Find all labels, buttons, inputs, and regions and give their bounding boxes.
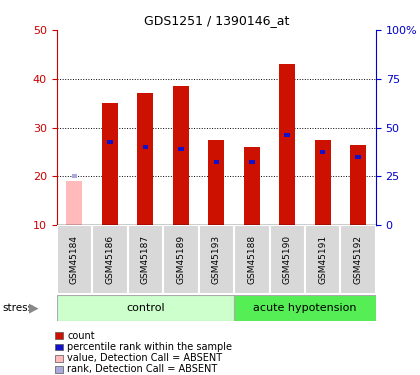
Text: percentile rank within the sample: percentile rank within the sample: [67, 342, 232, 352]
Text: GSM45190: GSM45190: [283, 235, 292, 284]
Bar: [315, 140, 331, 225]
FancyBboxPatch shape: [92, 225, 128, 294]
Text: GSM45189: GSM45189: [176, 235, 185, 284]
Bar: [66, 181, 82, 225]
FancyBboxPatch shape: [270, 225, 305, 294]
Bar: [208, 140, 224, 225]
Bar: [350, 145, 366, 225]
Text: GSM45192: GSM45192: [354, 235, 362, 284]
Bar: [137, 93, 153, 225]
Bar: [178, 147, 184, 152]
Text: value, Detection Call = ABSENT: value, Detection Call = ABSENT: [67, 353, 223, 363]
FancyBboxPatch shape: [305, 225, 341, 294]
Bar: [279, 64, 295, 225]
Text: count: count: [67, 331, 95, 340]
FancyBboxPatch shape: [163, 225, 199, 294]
FancyBboxPatch shape: [234, 295, 376, 321]
Text: GSM45186: GSM45186: [105, 235, 114, 284]
FancyBboxPatch shape: [128, 225, 163, 294]
Bar: [107, 140, 113, 144]
Bar: [72, 174, 77, 178]
Bar: [249, 160, 255, 164]
Text: ▶: ▶: [29, 302, 38, 314]
Text: GSM45191: GSM45191: [318, 235, 327, 284]
FancyBboxPatch shape: [234, 225, 270, 294]
Text: GSM45188: GSM45188: [247, 235, 256, 284]
Bar: [244, 147, 260, 225]
Text: GSM45187: GSM45187: [141, 235, 150, 284]
Bar: [284, 133, 290, 137]
Text: control: control: [126, 303, 165, 313]
FancyBboxPatch shape: [199, 225, 234, 294]
Text: stress: stress: [2, 303, 33, 313]
Text: GSM45193: GSM45193: [212, 235, 221, 284]
Bar: [213, 160, 219, 164]
FancyBboxPatch shape: [57, 225, 92, 294]
Bar: [142, 145, 148, 149]
Bar: [355, 155, 361, 159]
Text: rank, Detection Call = ABSENT: rank, Detection Call = ABSENT: [67, 364, 218, 374]
Bar: [102, 103, 118, 225]
Bar: [320, 150, 326, 154]
Bar: [173, 86, 189, 225]
Title: GDS1251 / 1390146_at: GDS1251 / 1390146_at: [144, 15, 289, 27]
Text: acute hypotension: acute hypotension: [253, 303, 357, 313]
Text: GSM45184: GSM45184: [70, 235, 79, 284]
FancyBboxPatch shape: [341, 225, 376, 294]
FancyBboxPatch shape: [57, 295, 234, 321]
